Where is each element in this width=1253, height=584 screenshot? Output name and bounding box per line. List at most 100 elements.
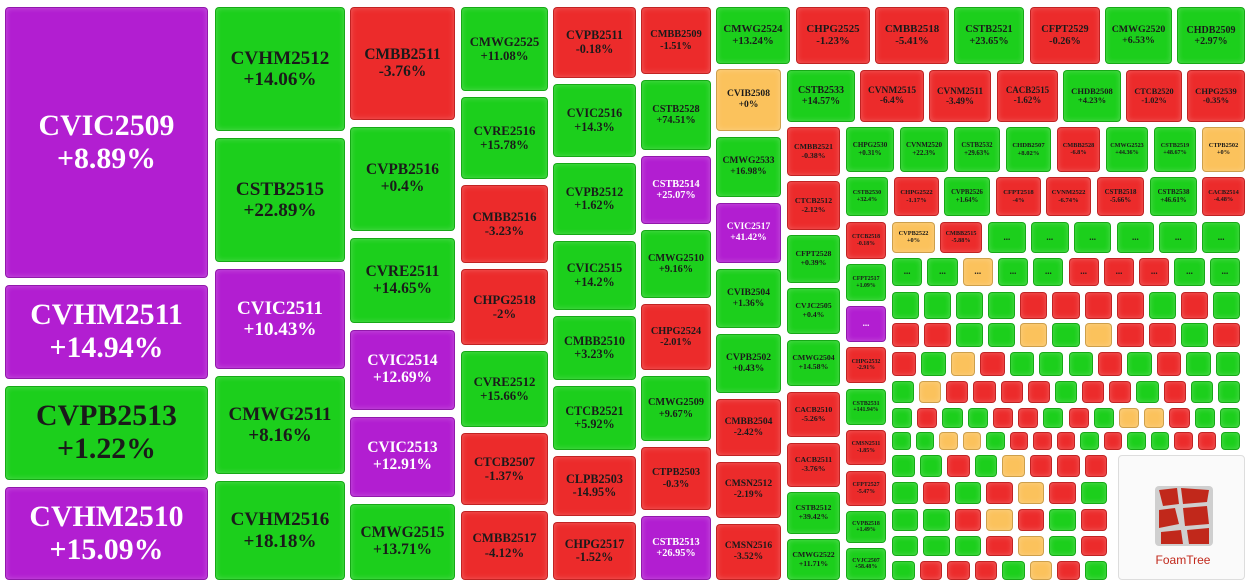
tile-name: CMBB2504 xyxy=(724,415,773,427)
tile: CTCB2512 -2.12% xyxy=(787,181,840,230)
tile-name: CHPG2530 xyxy=(852,140,888,149)
tile-name: CVNM2511 xyxy=(936,85,984,96)
small-tile: ... xyxy=(1033,258,1064,286)
tile: CSTB2531 +141.94% xyxy=(846,389,886,425)
tile-value: +22.3% xyxy=(912,148,936,157)
tile-value: +0.43% xyxy=(732,362,765,374)
tile-value: +11.71% xyxy=(798,558,829,568)
tile-value: -1.17% xyxy=(906,196,927,204)
small-tile: ... xyxy=(988,222,1026,253)
tile-value: +14.2% xyxy=(574,274,615,289)
tile-value: +23.65% xyxy=(969,35,1009,47)
tile: CVPB2516 +0.4% xyxy=(350,127,455,231)
small-tile xyxy=(1082,381,1105,403)
small-tile xyxy=(923,536,950,556)
tile-name: CHPG2522 xyxy=(900,189,933,197)
tile-name: CFPT2518 xyxy=(1003,189,1034,197)
tile: CVRE2511 +14.65% xyxy=(350,238,455,323)
small-tile xyxy=(1017,536,1045,556)
tile: CMWG2504 +14.58% xyxy=(787,340,840,386)
tile: CVNM2515 -6.4% xyxy=(860,70,924,122)
tile-value: -3.76% xyxy=(801,464,826,473)
tile-name: CACB2510 xyxy=(794,404,833,414)
tile: CVJC2505 +0.4% xyxy=(787,288,840,334)
small-tile xyxy=(988,323,1016,347)
small-tile: ... xyxy=(1116,222,1155,253)
small-tile xyxy=(1219,408,1240,428)
tile-name: CVJC2507 xyxy=(852,557,880,564)
tile: CHDB2507 +8.02% xyxy=(1006,127,1051,172)
tile: CVHM2511 +14.94% xyxy=(5,285,208,379)
tile: CVIC2509 +8.89% xyxy=(5,7,208,278)
small-tile xyxy=(1109,381,1132,403)
small-tile xyxy=(1052,323,1080,347)
small-tile xyxy=(1027,381,1050,403)
tile-name: CFPT2517 xyxy=(852,276,880,283)
small-tile xyxy=(1020,323,1048,347)
small-tile xyxy=(1020,292,1048,319)
small-tile xyxy=(956,323,984,347)
more-label: ... xyxy=(903,266,911,277)
tile-name: CMBB2516 xyxy=(472,209,537,224)
tile-value: -2.19% xyxy=(733,489,764,500)
tile-name: CVIC2509 xyxy=(38,108,175,142)
tile: CTCB2521 +5.92% xyxy=(553,386,636,450)
small-tile xyxy=(967,408,988,428)
small-tile xyxy=(923,482,950,504)
tile-name: CMBB2528 xyxy=(1062,141,1095,149)
tile-name: CLPB2503 xyxy=(566,471,623,486)
small-tile: ... xyxy=(927,258,958,286)
small-tile xyxy=(1084,292,1112,319)
small-tile xyxy=(1217,381,1240,403)
tile-value: +0.39% xyxy=(800,258,827,267)
tile-value: +14.57% xyxy=(801,96,841,107)
small-tile xyxy=(919,455,942,477)
more-label: ... xyxy=(1044,266,1052,277)
logo-cell xyxy=(1159,488,1179,506)
small-tile xyxy=(1215,352,1240,376)
tile-value: -1.51% xyxy=(660,40,692,52)
small-tile xyxy=(1180,323,1208,347)
tile-name: CVHM2516 xyxy=(230,509,330,531)
more-label: ... xyxy=(974,266,982,277)
tile: CVPB2512 +1.62% xyxy=(553,163,636,235)
tile-value: +1.09% xyxy=(856,282,876,289)
tile: CSTB2514 +25.07% xyxy=(641,156,711,224)
tile-name: CVNM2522 xyxy=(1051,189,1086,197)
tile-name: CHPG2518 xyxy=(473,292,536,307)
small-tile xyxy=(1056,432,1076,450)
tile-value: +13.24% xyxy=(732,34,774,47)
tile-name: CVIC2515 xyxy=(566,261,623,276)
tile-name: CMWG2504 xyxy=(792,353,835,363)
more-label: ... xyxy=(1046,231,1054,242)
tile: CSTB2530 +32.4% xyxy=(846,177,888,216)
tile-name: CMBB2518 xyxy=(884,22,940,35)
small-tile xyxy=(1057,455,1080,477)
tile: CTCB2518 -0.18% xyxy=(846,222,886,259)
tile-name: CSTB2514 xyxy=(652,178,700,190)
more-label: ... xyxy=(1217,231,1225,242)
tile-value: +58.48% xyxy=(854,564,878,570)
tile: CMBB2509 -1.51% xyxy=(641,7,711,74)
tile: CVIC2517 +41.42% xyxy=(716,203,781,263)
small-tile xyxy=(919,381,942,403)
tile-name: CVRE2511 xyxy=(365,262,440,280)
tile: CSTB2528 +74.51% xyxy=(641,80,711,150)
small-tile xyxy=(1009,432,1029,450)
small-tile xyxy=(1163,381,1186,403)
tile: CVPB2522 +0% xyxy=(892,222,935,253)
tile-value: -5.41% xyxy=(895,34,929,47)
tile-name: CACB2511 xyxy=(794,455,833,465)
small-tile xyxy=(1174,432,1193,450)
more-label: ... xyxy=(939,266,946,277)
tile-name: CMBB2510 xyxy=(564,333,625,348)
small-tile xyxy=(1029,455,1052,477)
tile-name: CMWG2515 xyxy=(360,524,445,542)
small-tile: ... xyxy=(892,258,923,286)
small-tile xyxy=(962,432,982,450)
logo-cell xyxy=(1181,488,1209,504)
tile: CTPB2502 +0% xyxy=(1202,127,1245,172)
small-tile xyxy=(974,561,997,580)
tile-name: CHPG2517 xyxy=(564,536,625,551)
tile-value: -5.26% xyxy=(801,413,826,423)
